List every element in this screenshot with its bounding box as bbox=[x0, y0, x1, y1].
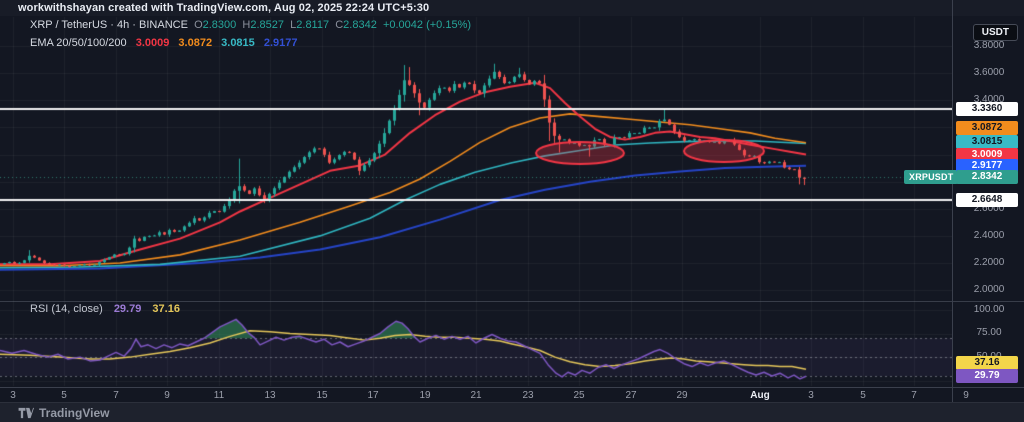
low-label: L bbox=[290, 19, 297, 31]
ema-label: EMA 20/50/100/200 bbox=[30, 37, 127, 49]
ema50-value: 3.0872 bbox=[178, 37, 213, 49]
open-value: 2.8300 bbox=[202, 19, 237, 31]
rsi-title: RSI (14, close) bbox=[30, 303, 103, 315]
price-axis-label: 2.2000 bbox=[973, 257, 1005, 268]
time-axis-label: 19 bbox=[419, 390, 431, 401]
price-axis-colored-label: 2.8342 bbox=[956, 170, 1018, 184]
rsi-axis-colored-label: 37.16 bbox=[956, 356, 1018, 370]
open-label: O bbox=[194, 19, 203, 31]
price-axis-colored-label: 2.9177 bbox=[956, 159, 1018, 173]
ema200-value: 2.9177 bbox=[263, 37, 298, 49]
time-axis-label: 21 bbox=[470, 390, 482, 401]
time-axis-label: 9 bbox=[164, 390, 170, 401]
time-axis[interactable]: 3 5 7 9 11 13 15 17 19 21 23 25 27 29 Aug 3 5 7 9 bbox=[0, 387, 1024, 403]
ema20-value: 3.0009 bbox=[135, 37, 170, 49]
rsi-value: 29.79 bbox=[113, 303, 142, 315]
time-axis-label: Aug bbox=[750, 390, 770, 401]
symbol-price-tag: XRPUSDT bbox=[904, 170, 959, 184]
rsi-axis-label: 75.00 bbox=[976, 327, 1002, 338]
time-axis-label: 5 bbox=[61, 390, 67, 401]
time-axis-label: 11 bbox=[213, 390, 225, 401]
pane-separator[interactable] bbox=[0, 301, 1024, 302]
price-axis-label: 3.6000 bbox=[973, 67, 1005, 78]
price-axis-label: 2.6000 bbox=[973, 203, 1005, 214]
ema100-value: 3.0815 bbox=[221, 37, 255, 49]
price-axis-label: 3.4000 bbox=[973, 94, 1005, 105]
time-axis-label: 5 bbox=[860, 390, 866, 401]
price-axis-colored-label: 3.0815 bbox=[956, 135, 1018, 149]
time-axis-label: 29 bbox=[676, 390, 688, 401]
time-axis-label: 3 bbox=[10, 390, 16, 401]
watermark-text: workwithshayan created with TradingView.… bbox=[18, 2, 430, 14]
symbol-title: XRP / TetherUS · 4h · BINANCE bbox=[30, 19, 188, 31]
high-label: H bbox=[242, 19, 251, 31]
price-axis-colored-label: 2.6648 bbox=[956, 193, 1018, 207]
price-axis-colored-label: 3.0872 bbox=[956, 121, 1018, 135]
close-label: C bbox=[335, 19, 344, 31]
time-axis-label: 23 bbox=[522, 390, 534, 401]
price-axis-colored-label: 3.3360 bbox=[956, 102, 1018, 116]
tradingview-logo[interactable]: TradingView bbox=[18, 406, 109, 420]
ema-legend[interactable]: EMA 20/50/100/200 3.0009 3.0872 3.0815 2… bbox=[30, 37, 304, 49]
footer-bar: TradingView bbox=[0, 402, 1024, 422]
currency-toggle-button[interactable]: USDT bbox=[972, 24, 1018, 41]
time-axis-label: 27 bbox=[625, 390, 637, 401]
high-value: 2.8527 bbox=[250, 19, 285, 31]
time-axis-label: 7 bbox=[113, 390, 119, 401]
price-axis[interactable]: USDT 3.80003.60003.40002.80002.60002.400… bbox=[952, 0, 1024, 402]
price-axis-label: 2.0000 bbox=[973, 284, 1005, 295]
time-axis-label: 3 bbox=[808, 390, 814, 401]
symbol-legend[interactable]: XRP / TetherUS · 4h · BINANCE O2.8300 H2… bbox=[30, 19, 471, 31]
rsi-axis-label: 100.00 bbox=[973, 304, 1005, 315]
time-axis-label: 15 bbox=[316, 390, 328, 401]
time-axis-label: 13 bbox=[264, 390, 276, 401]
time-axis-label: 9 bbox=[963, 390, 969, 401]
time-axis-label: 7 bbox=[911, 390, 917, 401]
low-value: 2.8117 bbox=[296, 19, 330, 31]
rsi-legend[interactable]: RSI (14, close) 29.79 37.16 bbox=[30, 303, 180, 315]
tradingview-logo-text: TradingView bbox=[39, 406, 110, 420]
change-value: +0.0042 (+0.15%) bbox=[382, 19, 472, 31]
rsi-axis-colored-label: 29.79 bbox=[956, 369, 1018, 383]
chart-canvas[interactable] bbox=[0, 0, 952, 402]
price-axis-label: 2.4000 bbox=[973, 230, 1005, 241]
time-axis-label: 25 bbox=[573, 390, 585, 401]
close-value: 2.8342 bbox=[343, 19, 377, 31]
tradingview-logo-icon bbox=[18, 407, 34, 419]
watermark-bar: workwithshayan created with TradingView.… bbox=[0, 0, 1024, 16]
price-axis-label: 3.8000 bbox=[973, 40, 1005, 51]
price-axis-colored-label: 3.0009 bbox=[956, 148, 1018, 162]
rsi-ma-value: 37.16 bbox=[152, 303, 180, 315]
time-axis-label: 17 bbox=[367, 390, 379, 401]
